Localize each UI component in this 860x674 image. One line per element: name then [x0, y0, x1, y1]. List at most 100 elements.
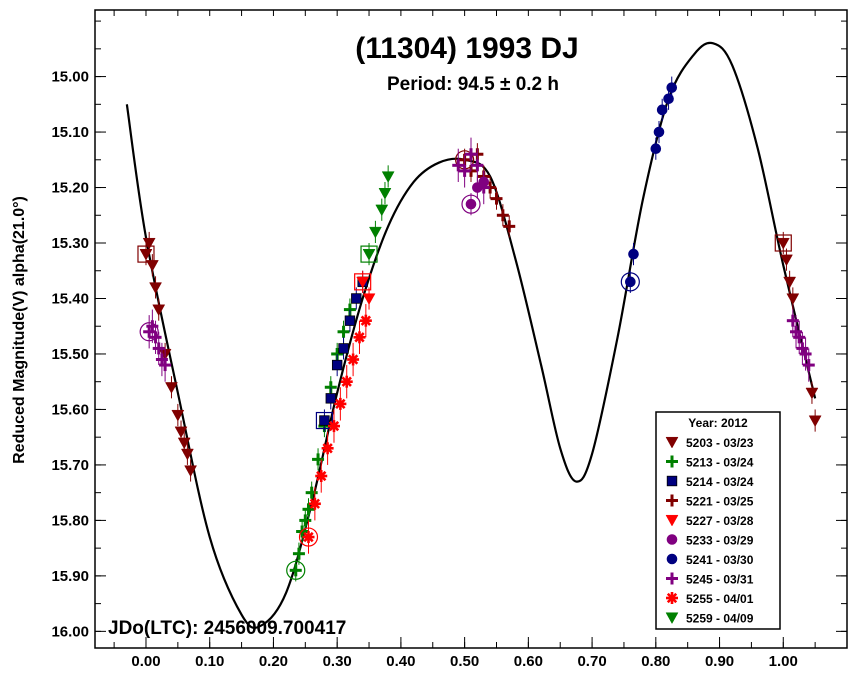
legend-entry: 5214 - 03/24	[686, 475, 754, 489]
data-point	[305, 486, 318, 499]
x-tick-label: 0.80	[641, 653, 670, 670]
legend-marker	[665, 514, 679, 527]
data-point	[378, 188, 392, 200]
data-point	[458, 164, 471, 177]
legend-entry: 5203 - 03/23	[686, 436, 754, 450]
x-tick-label: 0.40	[386, 653, 415, 670]
data-point	[783, 276, 797, 289]
x-tick-label: 0.70	[577, 653, 606, 670]
data-point	[302, 531, 315, 544]
legend-marker	[665, 436, 679, 449]
legend-marker	[666, 572, 678, 585]
session-start-marker	[620, 272, 640, 292]
data-point	[452, 159, 465, 172]
session-start-marker	[137, 245, 155, 263]
data-point	[334, 397, 347, 410]
data-point	[327, 420, 340, 433]
y-tick-label: 15.10	[51, 124, 89, 141]
data-point	[319, 415, 330, 426]
data-point	[315, 470, 328, 483]
legend-box	[655, 411, 781, 630]
data-point	[344, 315, 356, 326]
data-point	[325, 393, 336, 404]
data-point	[289, 564, 302, 577]
legend-title: Year: 2012	[688, 416, 748, 430]
series	[139, 137, 815, 382]
data-point	[292, 547, 305, 560]
legend-entry: 5241 - 03/30	[686, 553, 754, 567]
legend-entry: 5221 - 03/25	[686, 495, 754, 509]
data-point	[663, 93, 674, 105]
data-point	[381, 171, 395, 183]
legend-entry: 5245 - 03/31	[686, 573, 754, 587]
data-point	[465, 198, 477, 210]
y-axis-label: Reduced Magnitude(V) alpha(21.0°)	[11, 196, 28, 464]
data-point	[353, 331, 366, 344]
chart-subtitle: Period: 94.5 ± 0.2 h	[387, 74, 559, 95]
x-tick-label: 0.50	[450, 653, 479, 670]
data-point	[356, 276, 370, 289]
session-start-marker	[139, 322, 159, 342]
y-tick-label: 15.50	[51, 346, 89, 363]
legend-entry: 5233 - 03/29	[686, 534, 754, 548]
plot-frame	[94, 9, 848, 649]
data-point	[628, 248, 639, 260]
data-point	[375, 204, 389, 217]
series	[354, 270, 376, 310]
data-point	[351, 293, 362, 304]
data-point	[312, 453, 325, 466]
data-point	[149, 282, 162, 294]
data-point	[152, 304, 166, 317]
legend-entry: 5259 - 04/09	[686, 612, 754, 626]
data-point	[496, 209, 509, 222]
data-point	[653, 126, 665, 138]
session-start-marker	[298, 527, 319, 547]
series	[298, 304, 372, 554]
x-tick-label: 0.00	[131, 653, 160, 670]
data-point	[359, 314, 372, 327]
data-point	[180, 448, 194, 461]
data-point	[308, 497, 321, 510]
data-point	[321, 442, 334, 455]
session-start-marker	[286, 560, 306, 580]
legend-entry: 5255 - 04/01	[686, 592, 754, 606]
legend-marker	[666, 592, 678, 604]
series	[620, 76, 678, 293]
data-point	[184, 465, 198, 477]
session-start-marker	[360, 245, 378, 263]
data-point	[299, 514, 312, 527]
data-point	[302, 503, 315, 516]
data-point	[165, 382, 178, 394]
legend: Year: 2012 5203 - 03/23 5213 - 03/24 5214 -…	[655, 411, 781, 630]
data-point	[625, 276, 636, 288]
data-point	[666, 82, 678, 93]
data-point	[142, 237, 156, 250]
data-point	[799, 347, 812, 360]
session-start-marker	[354, 273, 372, 291]
data-point	[362, 249, 376, 261]
data-point	[159, 359, 172, 372]
legend-marker	[666, 455, 678, 468]
legend-marker	[666, 475, 678, 487]
data-point	[337, 325, 350, 338]
data-point	[808, 415, 822, 428]
legend-marker	[666, 553, 678, 565]
session-start-marker	[774, 234, 792, 252]
data-point	[331, 359, 343, 371]
y-tick-label: 15.20	[51, 180, 89, 197]
data-point	[465, 148, 477, 161]
data-point	[477, 181, 490, 194]
data-point	[145, 260, 159, 272]
legend-marker	[666, 534, 678, 545]
legend-entry: 5227 - 03/28	[686, 514, 754, 528]
data-point	[650, 143, 662, 154]
legend-marker	[665, 612, 679, 625]
x-tick-label: 0.20	[259, 653, 288, 670]
y-tick-label: 15.90	[51, 568, 89, 585]
x-tick-label: 0.60	[514, 653, 543, 670]
data-point	[793, 331, 806, 344]
epoch-annotation: JDo(LTC): 2456009.700417	[108, 618, 346, 639]
x-tick-label: 0.90	[705, 653, 734, 670]
x-tick-label: 0.10	[195, 653, 224, 670]
data-point	[368, 226, 382, 239]
